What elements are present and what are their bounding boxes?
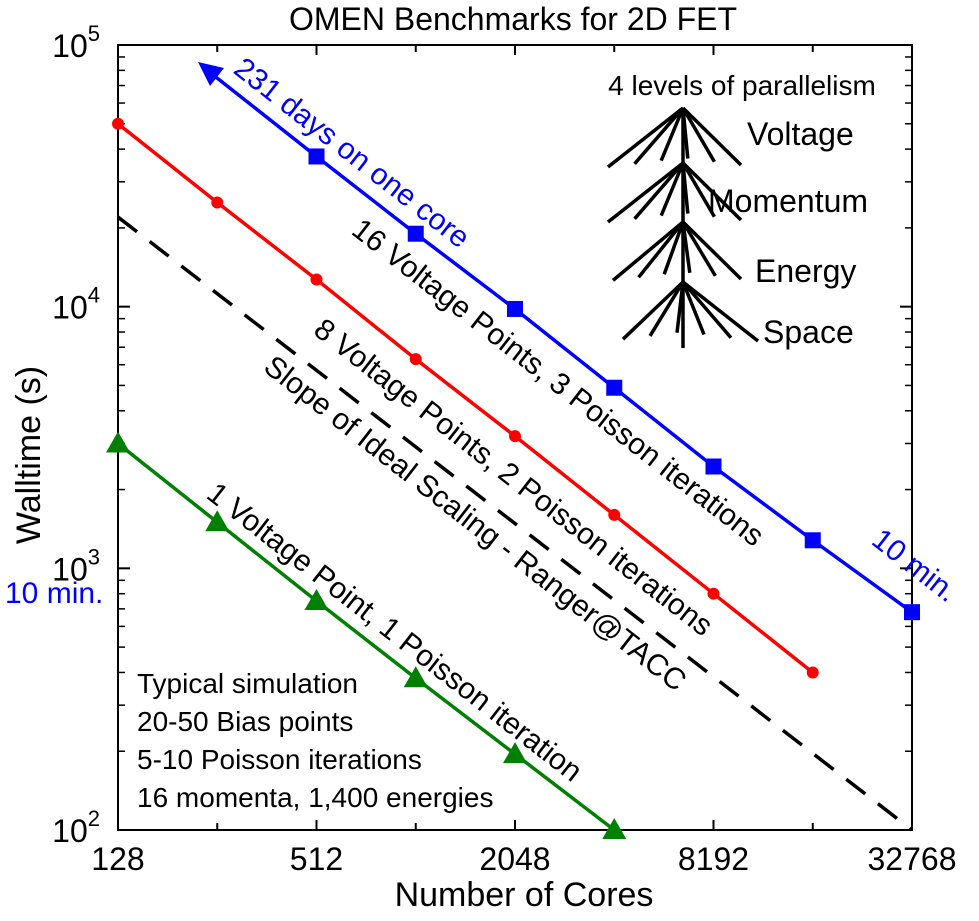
ideal-scaling-line bbox=[116, 215, 914, 832]
tree-branch bbox=[606, 161, 685, 224]
data-point-square bbox=[606, 379, 623, 396]
arrow-annotation: 231 days on one core bbox=[228, 51, 476, 254]
tree-branch bbox=[662, 221, 685, 275]
tree-branch bbox=[681, 106, 743, 167]
data-point-square bbox=[507, 300, 523, 317]
typical-simulation-line: 20-50 Bias points bbox=[137, 706, 353, 737]
y-tick-label: 103 bbox=[52, 544, 100, 587]
data-point-circle bbox=[509, 430, 521, 443]
ten-min-left-label: 10 min. bbox=[5, 577, 103, 610]
tree-branch bbox=[681, 280, 733, 339]
x-tick-label: 512 bbox=[290, 841, 343, 877]
y-tick-label: 105 bbox=[52, 21, 100, 64]
tree-branch bbox=[659, 107, 685, 162]
chart-title: OMEN Benchmarks for 2D FET bbox=[289, 1, 737, 37]
tree-branch bbox=[621, 280, 685, 341]
data-point-triangle bbox=[106, 431, 130, 453]
y-tick-label: 104 bbox=[52, 283, 100, 326]
data-point-triangle bbox=[403, 666, 428, 688]
x-axis-label: Number of Cores bbox=[395, 876, 654, 914]
tree-branch bbox=[681, 280, 760, 343]
tree-branch bbox=[648, 281, 685, 337]
tree-branch bbox=[681, 221, 692, 274]
tree-branch bbox=[675, 281, 685, 333]
y-tick-label: 102 bbox=[52, 806, 100, 849]
x-tick-label: 32768 bbox=[868, 841, 957, 877]
typical-simulation-line: 5-10 Poisson iterations bbox=[137, 744, 422, 775]
tree-branch bbox=[637, 220, 685, 279]
parallelism-level-energy: Energy bbox=[755, 253, 856, 289]
x-tick-label: 128 bbox=[91, 841, 144, 877]
arrow-head bbox=[198, 62, 224, 86]
data-point-circle bbox=[707, 587, 720, 600]
typical-simulation-line: 16 momenta, 1,400 energies bbox=[137, 782, 493, 813]
data-point-circle bbox=[310, 273, 323, 286]
tree-branch bbox=[681, 107, 690, 159]
tree-branch bbox=[681, 221, 717, 277]
data-point-circle bbox=[409, 353, 422, 366]
data-point-circle bbox=[806, 666, 819, 679]
tree-branch bbox=[633, 106, 685, 165]
tree-branch bbox=[681, 220, 743, 281]
data-point-triangle bbox=[602, 818, 627, 839]
data-point-circle bbox=[112, 117, 124, 130]
series-line-circle bbox=[116, 122, 814, 674]
data-point-circle bbox=[608, 508, 621, 521]
data-point-triangle bbox=[205, 510, 230, 532]
typical-simulation-line: Typical simulation bbox=[137, 668, 358, 699]
tree-branch bbox=[681, 107, 716, 163]
x-tick-label: 8192 bbox=[678, 841, 749, 877]
parallelism-level-momentum: Momentum bbox=[708, 183, 868, 219]
arrow-line bbox=[210, 72, 318, 158]
series-label-1-voltage: 1 Voltage Point, 1 Poisson iteration bbox=[201, 476, 588, 788]
data-point-triangle bbox=[304, 589, 329, 611]
parallelism-title: 4 levels of parallelism bbox=[608, 70, 876, 101]
data-point-square bbox=[904, 604, 920, 621]
tree-branch bbox=[659, 162, 685, 217]
data-point-square bbox=[804, 532, 821, 549]
x-tick-label: 2048 bbox=[479, 841, 550, 877]
parallelism-level-voltage: Voltage bbox=[747, 116, 854, 152]
parallelism-level-space: Space bbox=[763, 314, 854, 350]
tree-branch bbox=[633, 161, 685, 220]
tree-branch bbox=[681, 161, 743, 222]
tree-branch bbox=[681, 162, 716, 218]
data-point-square bbox=[407, 225, 424, 242]
ten-min-right-label: 10 min. bbox=[866, 522, 964, 608]
tree-branch bbox=[611, 220, 685, 282]
y-axis-label: Walltime (s) bbox=[10, 366, 48, 544]
tree-branch bbox=[681, 162, 690, 214]
tree-branch bbox=[681, 281, 706, 336]
series-line-triangle bbox=[116, 442, 616, 832]
tree-branch bbox=[606, 106, 685, 169]
data-point-circle bbox=[211, 196, 224, 209]
data-point-triangle bbox=[503, 742, 527, 764]
data-point-square bbox=[705, 458, 722, 475]
